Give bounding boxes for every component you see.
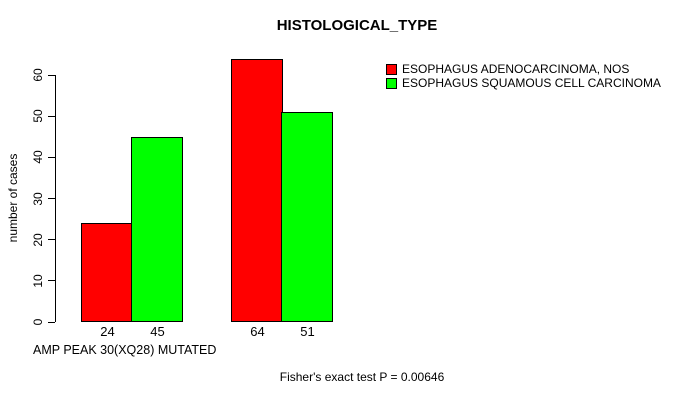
y-tick-mark: [48, 280, 55, 282]
bar-value-label: 51: [300, 324, 315, 339]
y-axis-line: [55, 75, 56, 322]
legend-label-adenocarcinoma: ESOPHAGUS ADENOCARCINOMA, NOS: [402, 62, 630, 76]
bar: [81, 223, 133, 322]
fisher-test-annotation: Fisher's exact test P = 0.00646: [279, 370, 445, 384]
y-tick-label: 60: [31, 68, 45, 82]
y-tick-label: 30: [31, 191, 45, 206]
bar: [281, 112, 333, 322]
y-tick-mark: [48, 74, 55, 76]
y-tick-label: 40: [31, 150, 45, 165]
legend-swatch-red: [386, 64, 397, 75]
bar-value-label: 45: [150, 324, 165, 339]
y-tick-mark: [48, 239, 55, 241]
y-tick-mark: [48, 115, 55, 117]
y-tick-label: 0: [31, 318, 45, 326]
y-tick-label: 50: [31, 109, 45, 123]
bar: [231, 59, 283, 322]
y-axis-label: number of cases: [6, 153, 20, 243]
bar: [131, 137, 183, 322]
y-tick-mark: [48, 198, 55, 199]
y-tick-label: 20: [31, 232, 45, 247]
x-axis-label: AMP PEAK 30(XQ28) MUTATED: [33, 343, 217, 357]
legend-label-squamous: ESOPHAGUS SQUAMOUS CELL CARCINOMA: [402, 76, 661, 90]
y-tick-label: 10: [31, 274, 45, 288]
legend-item-adenocarcinoma: ESOPHAGUS ADENOCARCINOMA, NOS: [386, 62, 661, 76]
y-tick-mark: [48, 156, 55, 158]
bar-value-label: 64: [250, 324, 265, 339]
legend-swatch-green: [386, 78, 397, 89]
chart-title: HISTOLOGICAL_TYPE: [276, 17, 438, 34]
y-tick-mark: [48, 321, 55, 323]
legend-item-squamous: ESOPHAGUS SQUAMOUS CELL CARCINOMA: [386, 76, 661, 90]
bar-value-label: 24: [100, 324, 115, 339]
legend: ESOPHAGUS ADENOCARCINOMA, NOS ESOPHAGUS …: [386, 62, 661, 92]
